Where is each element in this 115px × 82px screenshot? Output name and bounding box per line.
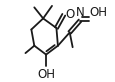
Text: OH: OH xyxy=(89,6,107,19)
Text: N: N xyxy=(75,6,84,19)
Text: O: O xyxy=(64,8,73,20)
Text: OH: OH xyxy=(37,68,55,81)
